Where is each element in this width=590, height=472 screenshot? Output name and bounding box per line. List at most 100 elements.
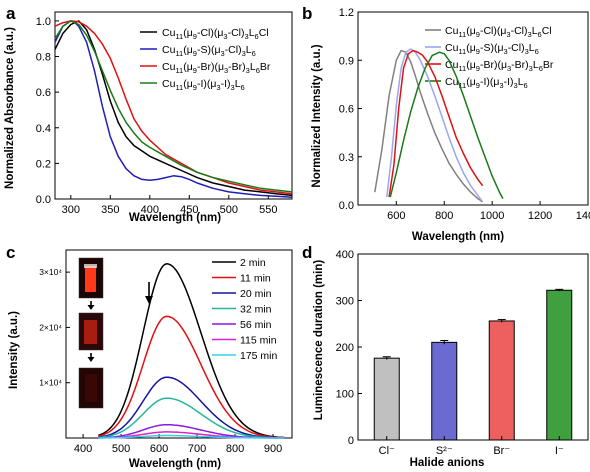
panel-a-xtick-label: 450: [180, 204, 198, 216]
panel-b-ytick-label: 0.9: [339, 55, 354, 67]
panel-b-ytick-label: 1.2: [339, 7, 354, 19]
legend-b-label-3: Cu11(μ9-Br)(μ3-Br)3L6Br: [445, 59, 554, 73]
panel-c-xtick-label: 500: [112, 443, 130, 455]
panel-d-ylabel: Luminescence duration (min): [313, 260, 325, 421]
panel-b-xtick-label: 600: [387, 210, 405, 222]
panel-c-plot-frame: [65, 249, 293, 439]
panel-c-series-4: [98, 397, 285, 439]
panel-c-decay-chart: Wavelength (nm) Intensity (a.u.) 2 min 11…: [8, 249, 293, 470]
panel-c-series-3: [98, 376, 285, 439]
panel-a-legend: Cu11(μ9-Cl)(μ3-Cl)3L6Cl Cu11(μ9-S)(μ3-Cl…: [140, 27, 271, 92]
legend-b-label-1: Cu11(μ9-Cl)(μ3-Cl)3L6Cl: [445, 25, 552, 39]
panel-label-b: b: [302, 4, 312, 23]
legend-c-label-2: 11 min: [240, 273, 271, 285]
panel-d-bar: [546, 289, 573, 441]
legend-c-label-5: 56 min: [240, 319, 272, 331]
panel-c-series-2: [98, 315, 285, 439]
panel-d-bar: [373, 357, 400, 441]
panel-b-xtick-label: 1200: [528, 210, 552, 222]
panel-a-xtick-label: 500: [220, 204, 238, 216]
panel-a-xtick-label: 350: [101, 204, 119, 216]
panel-b-ytick-label: 0.6: [339, 104, 354, 116]
legend-c-label-3: 20 min: [240, 288, 272, 300]
panel-c-xtick-label: 700: [188, 443, 206, 455]
panel-d-xlabel: Halide anions: [410, 457, 485, 469]
panel-a-ytick-label: 0.6: [36, 87, 51, 99]
inset-arrow-1-head: [87, 305, 95, 310]
panel-a-series-3: [54, 20, 293, 195]
inset-photo-sequence: [78, 257, 104, 409]
panel-d-bar-chart: Halide anions Luminescence duration (min…: [313, 249, 589, 469]
panel-b-xtick-label: 1000: [480, 210, 504, 222]
legend-c-label-7: 175 min: [240, 350, 278, 362]
legend-a-label-1: Cu11(μ9-Cl)(μ3-Cl)3L6Cl: [162, 27, 269, 41]
panel-c-xtick-label: 600: [150, 443, 168, 455]
legend-c-label-4: 32 min: [240, 304, 272, 316]
panel-d-bar: [431, 341, 458, 441]
inset-cap-bright: [84, 264, 97, 268]
panel-d-xtick-label: S²⁻: [436, 445, 453, 457]
legend-c-label-6: 115 min: [240, 335, 277, 347]
panel-c-series-7: [98, 434, 285, 439]
panel-b-ylabel: Normalized Intensity (a.u.): [311, 44, 323, 187]
panel-c-ytick-label: 1×10⁴: [39, 378, 62, 388]
panel-d-xtick-label: I⁻: [555, 445, 564, 457]
panel-c-ylabel: Intensity (a.u.): [8, 311, 20, 389]
panel-d-xtick-label: Cl⁻: [379, 445, 395, 457]
panel-c-xlabel: Wavelength (nm): [129, 458, 221, 470]
panel-b-legend: Cu11(μ9-Cl)(μ3-Cl)3L6Cl Cu11(μ9-S)(μ3-Cl…: [425, 25, 554, 90]
panel-a-series-1: [54, 20, 293, 197]
panel-label-a: a: [6, 4, 16, 23]
panel-a-ytick-label: 0.4: [36, 123, 51, 135]
panel-d-ytick-label: 400: [336, 249, 354, 261]
panel-a-xtick-label: 300: [62, 204, 80, 216]
panel-a-absorbance-chart: Wavelength (nm) Normalized Absorbance (a…: [4, 11, 293, 224]
panel-b-series-1: [374, 49, 484, 203]
panel-c-series-1: [98, 263, 285, 439]
panel-a-series-2: [54, 20, 293, 198]
panel-b-ytick-label: 0.0: [339, 200, 354, 212]
panel-d-ytick-label: 300: [336, 296, 354, 308]
panel-d-ytick-label: 0: [348, 435, 354, 447]
panel-b-xtick-label: 800: [435, 210, 453, 222]
panel-c-ytick-label: 2×10⁴: [39, 322, 62, 332]
panel-c-xtick-label: 400: [74, 443, 92, 455]
panel-a-ylabel: Normalized Absorbance (a.u.): [4, 27, 16, 189]
panel-d-xtick-label: Br⁻: [493, 445, 510, 457]
legend-a-label-2: Cu11(μ9-S)(μ3-Cl)3L6: [162, 44, 256, 58]
panel-b-xtick-label: 1400: [576, 210, 590, 222]
panel-b-xlabel: Wavelength (nm): [412, 231, 504, 243]
legend-a-label-3: Cu11(μ9-Br)(μ3-Br)3L6Br: [162, 61, 271, 75]
panel-a-ytick-label: 0.8: [36, 52, 51, 64]
panel-a-ytick-label: 0.2: [36, 158, 51, 170]
panel-c-xtick-label: 900: [264, 443, 282, 455]
panel-d-bar: [488, 320, 515, 441]
panel-b-series-2: [386, 48, 483, 201]
panel-b-series-3: [388, 49, 484, 198]
panel-d-ytick-label: 200: [336, 342, 354, 354]
legend-b-label-2: Cu11(μ9-S)(μ3-Cl)3L6: [445, 42, 539, 56]
panel-d-ytick-label: 100: [336, 389, 354, 401]
panel-a-xtick-label: 550: [259, 204, 277, 216]
panel-a-ytick-label: 1.0: [36, 16, 51, 28]
legend-c-label-1: 2 min: [240, 257, 266, 269]
inset-glow-dark: [85, 374, 97, 402]
panel-c-ytick-label: 3×10⁴: [39, 267, 62, 277]
panel-b-ytick-label: 0.3: [339, 152, 354, 164]
panel-b-emission-chart: Wavelength (nm) Normalized Intensity (a.…: [311, 7, 590, 243]
panel-b-series-4: [389, 51, 504, 199]
panel-c-xtick-label: 800: [226, 443, 244, 455]
inset-glow-bright: [85, 266, 96, 292]
panel-label-d: d: [302, 243, 312, 262]
panel-a-xlabel: Wavelength (nm): [129, 212, 221, 224]
legend-b-label-4: Cu11(μ9-I)(μ3-I)3L6: [445, 76, 528, 90]
panel-a-ytick-label: 0.0: [36, 194, 51, 206]
legend-a-label-4: Cu11(μ9-I)(μ3-I)3L6: [162, 78, 245, 92]
panel-c-legend: 2 min 11 min 20 min 32 min 56 min 115 min 175 …: [212, 257, 278, 362]
panel-a-series-4: [54, 20, 293, 193]
inset-glow-dim: [84, 320, 97, 344]
panel-label-c: c: [6, 243, 15, 262]
panel-a-xtick-label: 400: [141, 204, 159, 216]
panel-a-plot-frame: [54, 11, 293, 200]
